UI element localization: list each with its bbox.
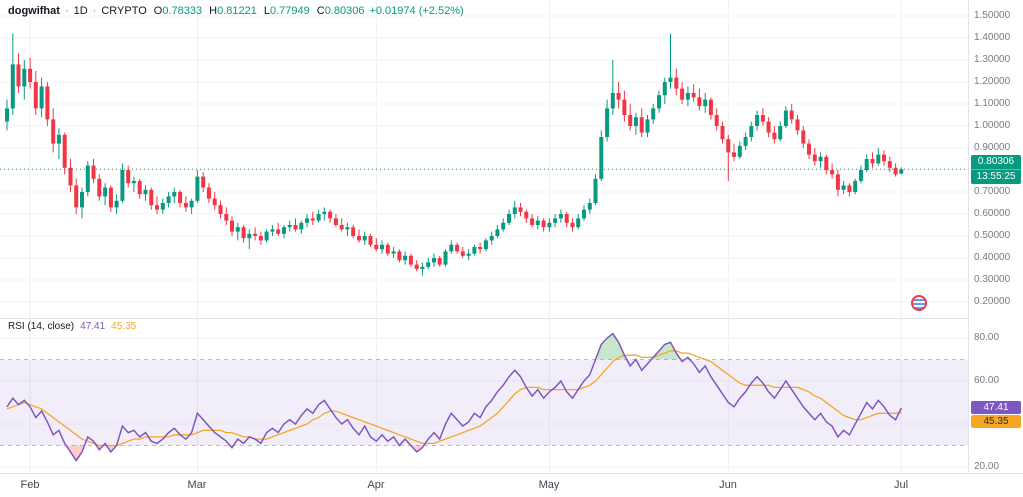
- indicator-legend[interactable]: RSI (14, close) 47.41 45.35: [8, 321, 136, 332]
- symbol-title[interactable]: dogwifhat: [8, 5, 60, 17]
- price-axis-label: 0.90000: [974, 142, 1011, 153]
- price-axis-label: 1.10000: [974, 98, 1011, 109]
- price-axis-label: 1.00000: [974, 120, 1011, 131]
- chart-legend: dogwifhat · 1D · CRYPTO O0.78333 H0.8122…: [8, 5, 464, 17]
- event-marker-icon[interactable]: [911, 295, 927, 311]
- bar-countdown: 13:55:25: [971, 169, 1021, 184]
- ohlc-open: O0.78333: [152, 5, 202, 17]
- separator-dot: ·: [92, 5, 97, 17]
- time-axis-label: Jul: [893, 479, 909, 491]
- rsi-value: 47.41: [80, 321, 106, 332]
- ohlc-high: H0.81221: [207, 5, 257, 17]
- rsi-axis-label: 60.00: [974, 375, 1000, 386]
- ohlc-close: C0.80306: [315, 5, 365, 17]
- price-axis-label: 0.70000: [974, 186, 1011, 197]
- high-label: H: [209, 5, 218, 17]
- price-axis-label: 1.30000: [974, 54, 1011, 65]
- pane-separator[interactable]: [0, 318, 1023, 319]
- price-axis-label: 0.50000: [974, 230, 1011, 241]
- rsi-ma-value-badge: 45.35: [971, 415, 1021, 428]
- indicator-title[interactable]: RSI (14, close): [8, 321, 75, 332]
- change-value: +0.01974 (+2.52%): [369, 5, 464, 17]
- time-axis-label: May: [538, 479, 560, 491]
- price-axis-label: 1.50000: [974, 10, 1011, 21]
- low-label: L: [263, 5, 270, 17]
- open-label: O: [153, 5, 163, 17]
- time-axis[interactable]: Feb Mar Apr May Jun Jul: [0, 473, 1023, 497]
- close-value: 0.80306: [324, 5, 365, 17]
- price-axis-label: 0.60000: [974, 208, 1011, 219]
- price-axis[interactable]: 1.50000 1.40000 1.30000 1.20000 1.10000 …: [968, 0, 1023, 472]
- time-axis-label: Mar: [187, 479, 207, 491]
- last-price-badge: 0.80306 13:55:25: [971, 155, 1021, 184]
- interval-label[interactable]: 1D: [73, 5, 88, 17]
- ohlc-low: L0.77949: [262, 5, 310, 17]
- price-axis-label: 0.30000: [974, 274, 1011, 285]
- last-price: 0.80306: [977, 156, 1015, 167]
- separator-dot: ·: [64, 5, 69, 17]
- price-axis-label: 1.20000: [974, 76, 1011, 87]
- high-value: 0.81221: [217, 5, 257, 17]
- open-value: 0.78333: [162, 5, 203, 17]
- low-value: 0.77949: [269, 5, 310, 17]
- price-axis-label: 0.40000: [974, 252, 1011, 263]
- price-axis-label: 1.40000: [974, 32, 1011, 43]
- time-axis-label: Apr: [367, 479, 385, 491]
- price-axis-label: 0.20000: [974, 296, 1011, 307]
- market-label: CRYPTO: [101, 5, 147, 17]
- rsi-value-badge: 47.41: [971, 401, 1021, 414]
- time-axis-label: Jun: [719, 479, 737, 491]
- rsi-axis-label: 20.00: [974, 461, 1000, 472]
- rsi-ma-value: 45.35: [111, 321, 137, 332]
- close-label: C: [316, 5, 325, 17]
- rsi-axis-label: 80.00: [974, 332, 1000, 343]
- time-axis-label: Feb: [20, 479, 40, 491]
- chart-plot-area[interactable]: [0, 0, 968, 472]
